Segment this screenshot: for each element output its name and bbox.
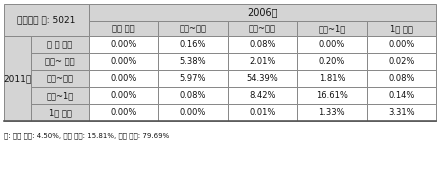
- Text: 0.14%: 0.14%: [388, 91, 414, 100]
- Text: 주: 하위 이동: 4.50%, 상위 이동: 15.81%, 변동 없음: 79.69%: 주: 하위 이동: 4.50%, 상위 이동: 15.81%, 변동 없음: 7…: [4, 133, 169, 139]
- Bar: [158, 21, 228, 36]
- Bar: [89, 53, 158, 70]
- Bar: [228, 21, 297, 36]
- Text: 0.00%: 0.00%: [319, 40, 345, 49]
- Bar: [367, 87, 436, 104]
- Bar: [158, 70, 228, 87]
- Text: 천억~1조: 천억~1조: [318, 24, 345, 33]
- Bar: [297, 21, 367, 36]
- Text: 백억~천억: 백억~천억: [47, 74, 73, 83]
- Text: 십억 미만: 십억 미만: [112, 24, 135, 33]
- Text: 1.33%: 1.33%: [319, 108, 345, 117]
- Bar: [4, 36, 31, 121]
- Bar: [297, 36, 367, 53]
- Bar: [89, 70, 158, 87]
- Text: 0.00%: 0.00%: [110, 74, 137, 83]
- Bar: [89, 4, 436, 21]
- Bar: [228, 53, 297, 70]
- Bar: [367, 53, 436, 70]
- Bar: [297, 53, 367, 70]
- Bar: [158, 36, 228, 53]
- Text: 0.00%: 0.00%: [110, 57, 137, 66]
- Text: 54.39%: 54.39%: [247, 74, 279, 83]
- Text: 16.61%: 16.61%: [316, 91, 348, 100]
- Bar: [367, 36, 436, 53]
- Text: 0.00%: 0.00%: [388, 40, 414, 49]
- Text: 0.00%: 0.00%: [110, 108, 137, 117]
- Text: 천억~1조: 천억~1조: [46, 91, 73, 100]
- Bar: [297, 70, 367, 87]
- Text: 십 억 미만: 십 억 미만: [48, 40, 73, 49]
- Bar: [31, 36, 89, 53]
- Text: 0.20%: 0.20%: [319, 57, 345, 66]
- Bar: [367, 104, 436, 121]
- Bar: [228, 70, 297, 87]
- Bar: [228, 36, 297, 53]
- Bar: [4, 4, 89, 36]
- Bar: [297, 87, 367, 104]
- Text: 십억~백억: 십억~백억: [180, 24, 207, 33]
- Text: 0.02%: 0.02%: [388, 57, 414, 66]
- Text: 0.00%: 0.00%: [180, 108, 206, 117]
- Bar: [367, 21, 436, 36]
- Bar: [158, 87, 228, 104]
- Text: 1.81%: 1.81%: [319, 74, 345, 83]
- Text: 8.42%: 8.42%: [249, 91, 276, 100]
- Text: 2006년: 2006년: [247, 7, 278, 18]
- Text: 백억~천억: 백억~천억: [249, 24, 276, 33]
- Text: 0.16%: 0.16%: [180, 40, 206, 49]
- Text: 0.08%: 0.08%: [180, 91, 206, 100]
- Bar: [297, 104, 367, 121]
- Bar: [89, 104, 158, 121]
- Bar: [89, 87, 158, 104]
- Bar: [367, 70, 436, 87]
- Text: 0.08%: 0.08%: [388, 74, 414, 83]
- Text: 3.31%: 3.31%: [388, 108, 414, 117]
- Bar: [158, 53, 228, 70]
- Bar: [31, 70, 89, 87]
- Bar: [31, 53, 89, 70]
- Text: 1조 이상: 1조 이상: [390, 24, 413, 33]
- Bar: [31, 104, 89, 121]
- Text: 1조 이상: 1조 이상: [48, 108, 71, 117]
- Text: 십억~ 백억: 십억~ 백억: [45, 57, 75, 66]
- Bar: [228, 87, 297, 104]
- Text: 2.01%: 2.01%: [249, 57, 276, 66]
- Bar: [89, 21, 158, 36]
- Text: 0.08%: 0.08%: [249, 40, 276, 49]
- Text: 전체기업 수: 5021: 전체기업 수: 5021: [17, 16, 76, 24]
- Text: 5.38%: 5.38%: [180, 57, 206, 66]
- Bar: [158, 104, 228, 121]
- Text: 5.97%: 5.97%: [180, 74, 206, 83]
- Text: 0.00%: 0.00%: [110, 40, 137, 49]
- Bar: [89, 36, 158, 53]
- Text: 2011년: 2011년: [4, 74, 32, 83]
- Text: 0.00%: 0.00%: [110, 91, 137, 100]
- Text: 0.01%: 0.01%: [249, 108, 276, 117]
- Bar: [31, 87, 89, 104]
- Bar: [228, 104, 297, 121]
